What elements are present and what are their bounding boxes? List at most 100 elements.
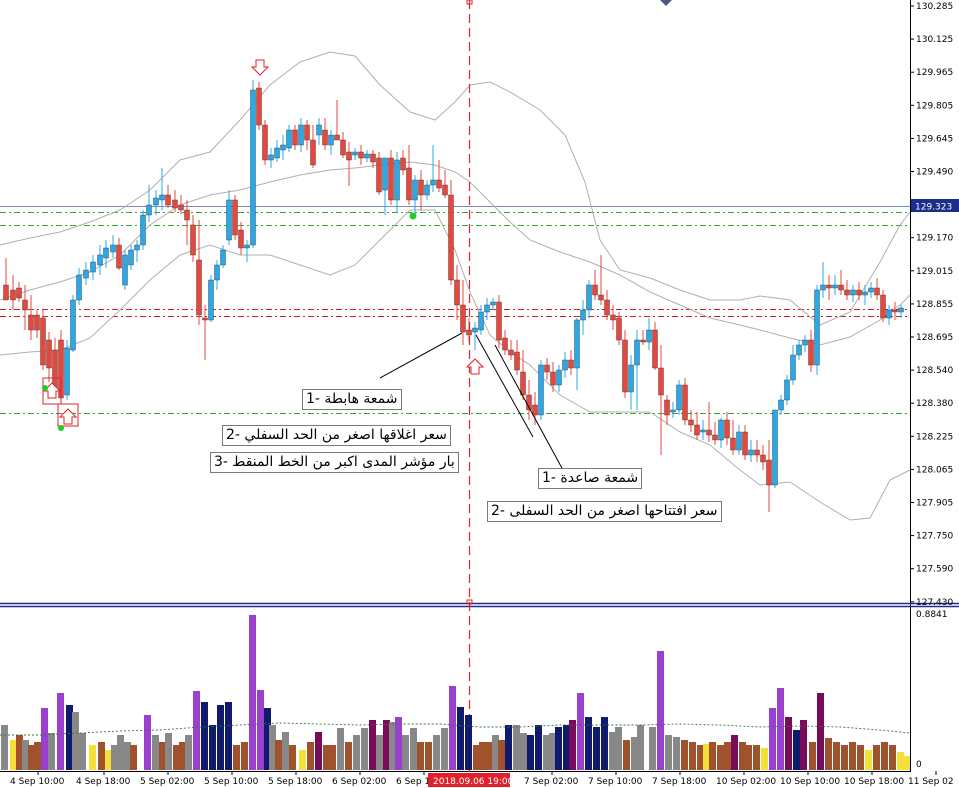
price-tick-label: 128.225 (916, 432, 953, 442)
time-tick-label: 6 Sep 02:00 (332, 777, 387, 787)
bull-candle (736, 431, 742, 451)
bear-candle (40, 317, 46, 366)
volume-bar (841, 745, 848, 770)
volume-bar (201, 702, 208, 770)
bear-candle (544, 364, 550, 373)
bear-candle (640, 339, 646, 343)
price-tick-label: 129.965 (916, 68, 953, 78)
bear-candle (496, 301, 502, 341)
bear-candle (10, 289, 16, 301)
volume-bar (345, 742, 352, 770)
bull-candle (430, 179, 436, 186)
bear-candle (658, 367, 664, 396)
time-tick-label: 7 Sep 02:00 (524, 777, 579, 787)
bull-pointer-line-1 (475, 334, 534, 438)
bull-candle (472, 327, 478, 333)
bull-candle (646, 329, 652, 343)
bull-candle (850, 289, 856, 296)
bear-candle (730, 437, 736, 451)
volume-bar (98, 742, 105, 770)
bull-candle (214, 264, 220, 281)
price-axis[interactable]: 130.285 130.125 129.965 129.805 129.645 129.4… (910, 2, 953, 608)
bull-candle (134, 244, 140, 251)
volume-bar (486, 742, 493, 770)
up-arrow-marker-1 (42, 382, 62, 399)
price-tick-label: 128.695 (916, 333, 953, 343)
volume-bar (66, 705, 73, 770)
bull-candle (298, 124, 304, 146)
bull-candle (670, 409, 676, 413)
bull-candle (868, 287, 874, 293)
time-tick-label: 10 Sep 10:00 (780, 777, 840, 787)
volume-bar (505, 725, 512, 770)
bear-candle (514, 351, 520, 371)
volume-bar (492, 735, 499, 770)
price-tick-label: 129.490 (916, 168, 953, 178)
volume-bar (34, 742, 41, 770)
bear-candle (892, 309, 898, 313)
bull-candle (634, 339, 640, 366)
bull-candle (103, 247, 109, 259)
volume-bar (753, 745, 760, 770)
volume-bar (72, 712, 79, 770)
volume-bar (369, 720, 376, 770)
volume-bar (329, 745, 336, 770)
time-tick-label: 7 Sep 10:00 (588, 777, 643, 787)
bear-candle (754, 449, 760, 456)
volume-bar (873, 745, 880, 770)
volume-bar (410, 728, 417, 770)
volume-bar (16, 735, 23, 770)
bull-candle (676, 384, 682, 411)
bull-candle (796, 344, 802, 356)
volume-bar (689, 742, 696, 770)
volume-bar (41, 708, 48, 770)
bear-candle (622, 339, 628, 393)
bear-candle (46, 339, 52, 369)
bear-candle (310, 139, 316, 166)
bull-candle (802, 339, 808, 346)
bull-candle (274, 147, 280, 159)
bear-candle (165, 194, 171, 206)
bull-candle (478, 311, 484, 331)
volume-bar (275, 740, 282, 770)
price-tick-label: 127.430 (916, 598, 953, 608)
volume-bar (793, 730, 800, 770)
volume-bar (111, 745, 118, 770)
time-tick-label: 10 Sep 18:00 (844, 777, 904, 787)
bear-candle (712, 434, 718, 441)
top-diamond-icon (660, 0, 672, 6)
bull-candle (586, 284, 592, 311)
bear-candle (3, 284, 9, 301)
volume-bar (130, 745, 137, 770)
up-arrow-marker-2 (58, 408, 78, 425)
bull-candle (286, 129, 292, 149)
bear-candle (358, 151, 364, 159)
bear-candle (694, 424, 700, 436)
price-tick-label: 128.540 (916, 366, 953, 376)
volume-bar (376, 735, 383, 770)
bear-candle (436, 179, 442, 189)
volume-bar (569, 720, 576, 770)
volume-bar (1, 725, 8, 770)
bull-candle (70, 299, 76, 351)
bear-candle (508, 349, 514, 356)
bear-candle (22, 299, 28, 311)
bear-candle (856, 289, 862, 296)
bull-candle (790, 354, 796, 381)
bull-pointer-line-2 (494, 344, 564, 471)
time-axis[interactable]: 4 Sep 10:00 4 Sep 18:00 5 Sep 02:00 5 Sep 1… (10, 771, 954, 787)
bull-candle (90, 261, 96, 273)
volume-bar (513, 725, 520, 770)
bear-candle (808, 339, 814, 366)
crosshair-time-tag (428, 773, 510, 787)
volume-bar (433, 735, 440, 770)
price-tick-label: 129.805 (916, 101, 953, 111)
bear-candle (550, 371, 556, 386)
volume-bar (457, 707, 464, 770)
bear-candle (826, 284, 832, 289)
bull-candle (574, 319, 580, 369)
bull-candle (814, 289, 820, 366)
volume-bar (849, 742, 856, 770)
